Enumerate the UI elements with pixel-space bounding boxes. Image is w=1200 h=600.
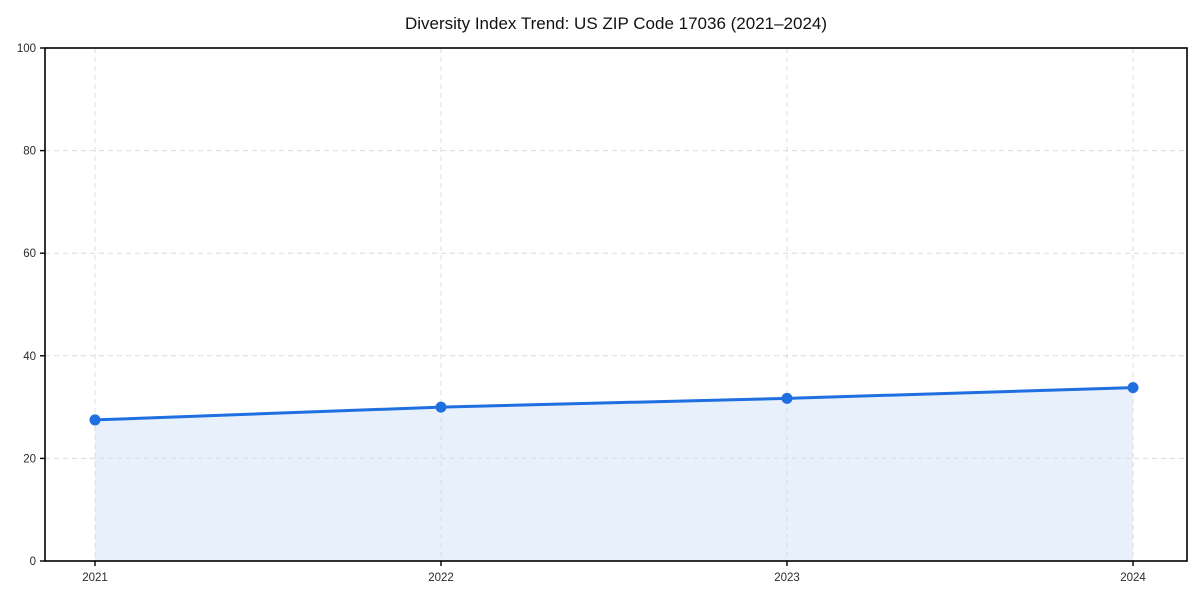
y-tick-label: 100 <box>17 43 36 55</box>
chart-title: Diversity Index Trend: US ZIP Code 17036… <box>405 14 827 33</box>
data-point-marker <box>781 392 793 404</box>
plot-border <box>44 47 1188 562</box>
area-fill-layer <box>95 387 1133 561</box>
data-point-marker <box>435 401 447 413</box>
x-tick-label: 2021 <box>82 572 108 584</box>
x-tick-label: 2022 <box>428 572 454 584</box>
y-tick-label: 40 <box>23 351 36 363</box>
data-markers-layer <box>89 382 1139 426</box>
data-point-marker <box>1127 382 1139 394</box>
x-tick-label: 2023 <box>774 572 800 584</box>
axes-spines <box>44 47 1188 562</box>
tick-marks-layer <box>40 47 1134 566</box>
y-tick-label: 0 <box>30 556 36 568</box>
x-tick-label: 2024 <box>1120 572 1146 584</box>
y-tick-label: 20 <box>23 453 36 465</box>
series-line <box>93 386 1135 422</box>
y-tick-label: 60 <box>23 248 36 260</box>
data-point-marker <box>89 414 101 426</box>
y-tick-label: 80 <box>23 146 36 158</box>
series-line-layer <box>93 386 1135 422</box>
tick-labels-layer: 0 20 40 60 80 100 2021 2022 2023 2024 <box>17 43 1147 584</box>
series-area-fill <box>95 387 1133 561</box>
